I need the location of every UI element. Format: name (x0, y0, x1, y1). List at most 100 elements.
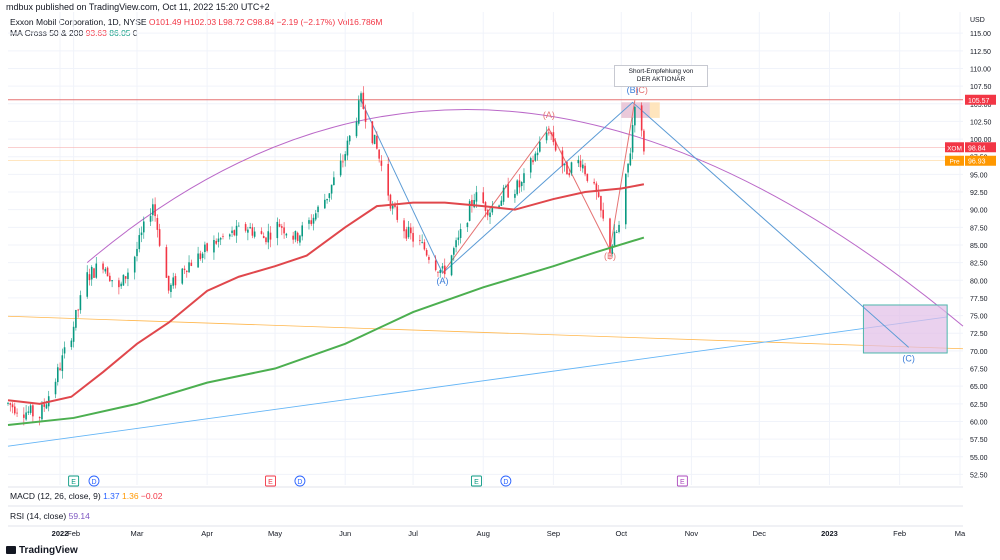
candle-body (475, 192, 478, 202)
candle-body (204, 244, 206, 253)
candle-body (459, 229, 462, 238)
candle-body (473, 200, 475, 208)
candle-body (554, 141, 557, 151)
candle-body (111, 280, 113, 282)
candle-body (149, 215, 152, 222)
wave-label: (C) (635, 85, 648, 95)
candle-body (457, 237, 460, 240)
candle-body (201, 253, 204, 259)
callout-line1: Short-Empfehlung von (628, 68, 694, 75)
event-marker-label: E (680, 479, 685, 486)
candle-body (396, 206, 399, 220)
candle-body (380, 160, 383, 166)
price-tag-symbol-box (945, 142, 964, 153)
rsi-legend[interactable]: RSI (14, close) 59.14 (10, 511, 90, 521)
earnings-marker (68, 475, 80, 487)
candle-body (500, 200, 503, 206)
candle-body (45, 404, 48, 409)
price-tick-label: 100.00 (970, 137, 992, 144)
legend-open: O101.49 (148, 17, 182, 27)
price-tick-label: 110.00 (970, 66, 991, 73)
candle-body (206, 243, 208, 251)
wave-label: (C) (902, 353, 915, 363)
candle-body (90, 266, 93, 280)
candle-body (468, 201, 471, 221)
candle-body (133, 256, 136, 273)
price-tag-box (965, 94, 996, 105)
candle-body (215, 240, 217, 244)
price-tag-symbol: XOM (947, 145, 962, 152)
candle-body (190, 262, 193, 266)
tradingview-brand[interactable]: TradingView (6, 545, 78, 556)
rsi-value: 59.14 (68, 511, 90, 521)
event-marker-label: D (91, 479, 96, 486)
price-tag-symbol: Pre (949, 159, 960, 166)
event-marker-label: E (268, 479, 273, 486)
price-tick-label: 67.50 (970, 367, 988, 374)
candle-body (403, 220, 405, 232)
candle-body (251, 227, 254, 236)
candle-body (247, 229, 249, 233)
ma50-line (7, 183, 645, 405)
candle-body (346, 140, 349, 156)
dividend-marker (88, 475, 100, 487)
price-tag-box (965, 155, 996, 166)
callout-line2: DER AKTIONÄR (636, 76, 686, 83)
price-tick-label: 90.00 (970, 208, 988, 215)
candle-body (376, 136, 378, 149)
candle-body (423, 242, 426, 250)
candle-body (552, 132, 555, 143)
time-tick-label: 2023 (821, 529, 838, 538)
candle-body (330, 184, 333, 194)
candle-body (518, 180, 521, 188)
publisher-line: mdbux published on TradingView.com, Oct … (6, 2, 270, 12)
candle-body (489, 212, 491, 217)
candle-body (324, 199, 326, 209)
candle-body (104, 268, 107, 272)
price-tick-label: 65.00 (970, 384, 988, 391)
candle-body (419, 240, 421, 241)
legend-ohlc-row: Exxon Mobil Corporation, 1D, NYSE O101.4… (10, 17, 382, 28)
candle-body (342, 161, 344, 163)
candle-body (502, 187, 505, 202)
brand-text: TradingView (19, 545, 78, 556)
time-tick-label: Oct (615, 529, 628, 538)
earnings-marker (470, 475, 482, 487)
candle-body (61, 355, 64, 372)
candle-body (79, 295, 82, 311)
legend-symbol[interactable]: Exxon Mobil Corporation, 1D, NYSE (10, 17, 147, 27)
candle-body (425, 250, 428, 256)
price-tags: 105.57 XOM 98.84 Pre 96.93 (945, 94, 996, 166)
candle-body (260, 231, 263, 234)
candle-body (631, 125, 634, 153)
event-marker-label: E (474, 479, 479, 486)
candle-body (124, 276, 127, 279)
legend-low: L98.72 (218, 17, 245, 27)
candle-body (529, 158, 532, 173)
price-tick-label: 95.00 (970, 172, 988, 179)
candle-body (437, 271, 439, 273)
event-marker-label: E (71, 479, 76, 486)
time-tick-label: Sep (547, 529, 560, 538)
candle-body (185, 270, 188, 272)
candle-body (545, 132, 548, 141)
candle-body (27, 411, 30, 413)
candle-body (579, 160, 582, 168)
candle-body (498, 205, 500, 208)
candle-body (450, 255, 453, 276)
legend-close: C98.84 (246, 17, 275, 27)
wave-label: (A) (437, 276, 449, 286)
macd-legend[interactable]: MACD (12, 26, close, 9) 1.37 1.36 −0.02 (10, 491, 162, 501)
candle-body (109, 275, 111, 282)
candle-body (443, 265, 446, 275)
candle-body (577, 159, 580, 164)
candle-body (244, 224, 247, 231)
dividend-marker (294, 475, 306, 487)
candle-body (593, 181, 595, 184)
candle-body (568, 173, 571, 176)
candle-body (328, 193, 331, 198)
legend-volume: Vol16.786M (337, 17, 383, 27)
